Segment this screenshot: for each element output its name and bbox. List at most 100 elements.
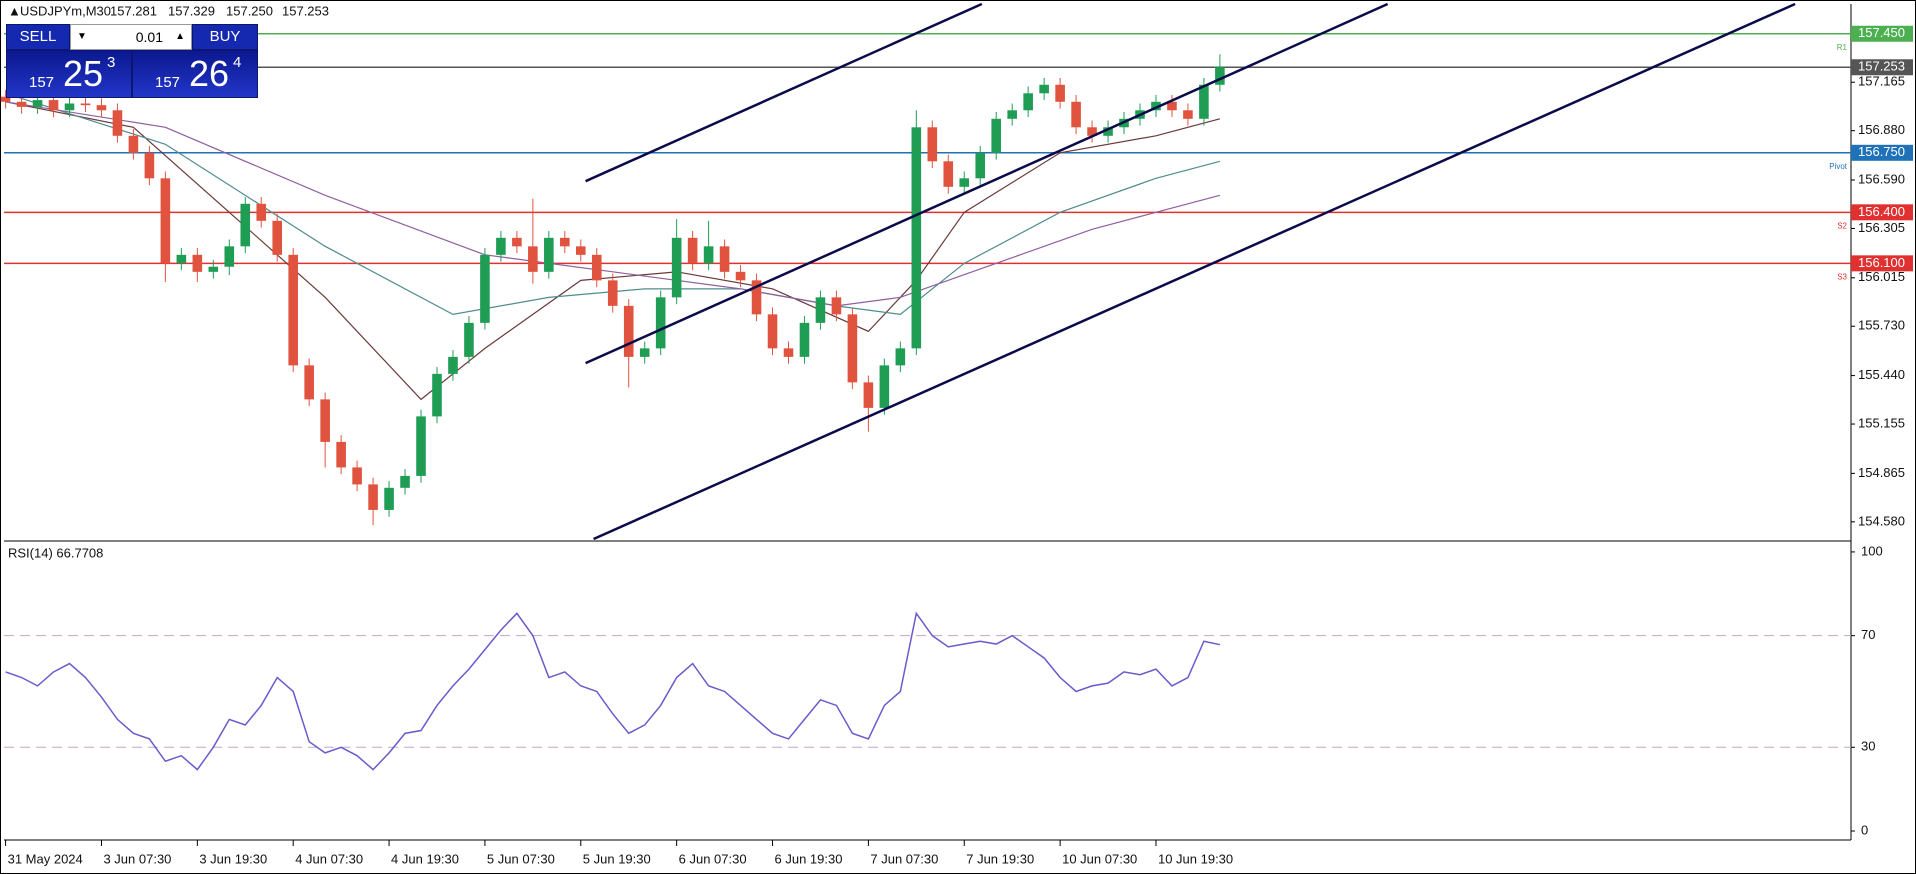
symbol-name: USDJPYm,M30 (20, 3, 111, 18)
candle-body (959, 178, 970, 187)
candle-body (655, 297, 666, 349)
candle-body (1007, 110, 1017, 119)
candle-body (496, 237, 506, 255)
y-tick-label: 155.440 (1858, 367, 1905, 382)
trend-channel (585, 2, 983, 183)
candle-body (767, 314, 778, 349)
candle-body (0, 96, 11, 102)
y-tick-label: 155.155 (1858, 415, 1905, 430)
candle-body (32, 100, 43, 107)
x-tick-label: 4 Jun 19:30 (391, 851, 459, 866)
level-label-bg (1851, 255, 1913, 272)
x-tick-label: 31 May 2024 (8, 851, 83, 866)
candle-body (671, 237, 682, 298)
candle-body (304, 365, 314, 400)
candle-body (1167, 101, 1177, 111)
y-tick-label: 70 (1861, 627, 1875, 642)
y-tick-label: 157.165 (1858, 74, 1905, 89)
candle-body (464, 322, 474, 357)
ohlc-low: 157.250 (226, 3, 273, 18)
x-tick-label: 5 Jun 19:30 (583, 851, 651, 866)
ask-pips: 26 (189, 53, 230, 94)
x-tick-label: 5 Jun 07:30 (487, 851, 555, 866)
candle-body (799, 322, 810, 357)
candle-body (240, 203, 251, 247)
candle-body (368, 484, 378, 510)
sell-button[interactable]: SELL (6, 24, 70, 50)
lot-value: 0.01 (135, 29, 163, 45)
level-tag: S2 (1837, 221, 1847, 230)
candle-body (975, 152, 986, 179)
candle-body (1151, 101, 1161, 111)
lot-input[interactable]: ▼ 0.01 ▲ (70, 24, 192, 50)
candle-body (719, 246, 730, 272)
candle-body (879, 365, 890, 408)
candle-body (208, 266, 219, 272)
bid-quote[interactable]: 157 25 3 (6, 50, 132, 98)
candle-body (1087, 127, 1097, 136)
candle-body (911, 127, 922, 349)
candle-body (1199, 84, 1209, 119)
ask-point: 4 (233, 54, 242, 71)
candle-body (815, 297, 826, 323)
level-label-bg (1851, 204, 1913, 221)
candle-body (1071, 101, 1081, 128)
candle-body (735, 271, 746, 281)
candle-body (847, 314, 858, 383)
candle-body (687, 237, 698, 264)
level-label-bg (1851, 144, 1913, 161)
bid-point: 3 (107, 54, 116, 71)
candle-body (384, 487, 394, 510)
candle-body (639, 348, 650, 357)
candle-body (272, 220, 283, 255)
level-label: 157.253 (1858, 59, 1905, 74)
candle-body (623, 305, 634, 357)
candle-body (1215, 67, 1225, 85)
candle-body (176, 254, 187, 264)
candle-body (591, 254, 602, 281)
trend-channel (585, 2, 1389, 365)
y-tick-label: 0 (1861, 822, 1868, 837)
candle-body (64, 103, 75, 111)
x-tick-label: 10 Jun 07:30 (1062, 851, 1137, 866)
y-tick-label: 30 (1861, 739, 1875, 754)
y-tick-label: 100 (1861, 543, 1883, 558)
candle-body (1055, 84, 1065, 102)
x-tick-label: 4 Jun 07:30 (295, 851, 363, 866)
bid-figure: 157 (29, 74, 55, 91)
level-label-bg (1851, 59, 1913, 76)
candle-body (528, 246, 538, 272)
rsi-title: RSI(14) 66.7708 (8, 545, 103, 560)
y-tick-label: 155.730 (1858, 318, 1905, 333)
candle-body (575, 246, 586, 255)
candle-body (783, 348, 794, 357)
ask-figure: 157 (155, 74, 181, 91)
level-tag: S3 (1837, 272, 1847, 281)
rsi-line (5, 611, 1221, 771)
candle-body (96, 105, 107, 111)
level-label-bg (1851, 25, 1913, 42)
x-tick-label: 6 Jun 19:30 (775, 851, 843, 866)
x-tick-label: 6 Jun 07:30 (679, 851, 747, 866)
level-tag: Pivot (1829, 162, 1848, 171)
y-tick-label: 156.590 (1858, 171, 1905, 186)
x-tick-label: 3 Jun 19:30 (199, 851, 267, 866)
candle-body (560, 237, 570, 247)
candle-body (432, 373, 442, 417)
candle-body (927, 127, 938, 162)
buy-button[interactable]: BUY (192, 24, 258, 50)
candle-body (544, 237, 554, 272)
candle-body (192, 254, 203, 272)
candle-body (1183, 110, 1193, 119)
ohlc-high: 157.329 (168, 3, 215, 18)
candle-body (112, 110, 123, 136)
candle-body (831, 297, 842, 315)
candle-body (48, 100, 59, 111)
candle-body (751, 280, 762, 315)
y-tick-label: 156.015 (1858, 269, 1905, 284)
ask-quote[interactable]: 157 26 4 (132, 50, 258, 98)
candle-body (16, 101, 27, 107)
y-tick-label: 156.880 (1858, 122, 1905, 137)
